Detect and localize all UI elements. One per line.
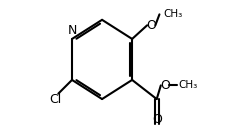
Text: O: O (159, 79, 169, 92)
Text: CH₃: CH₃ (163, 9, 182, 19)
Text: O: O (146, 19, 155, 32)
Text: N: N (67, 24, 76, 37)
Text: CH₃: CH₃ (177, 80, 196, 90)
Text: O: O (151, 113, 161, 126)
Text: Cl: Cl (49, 93, 61, 106)
